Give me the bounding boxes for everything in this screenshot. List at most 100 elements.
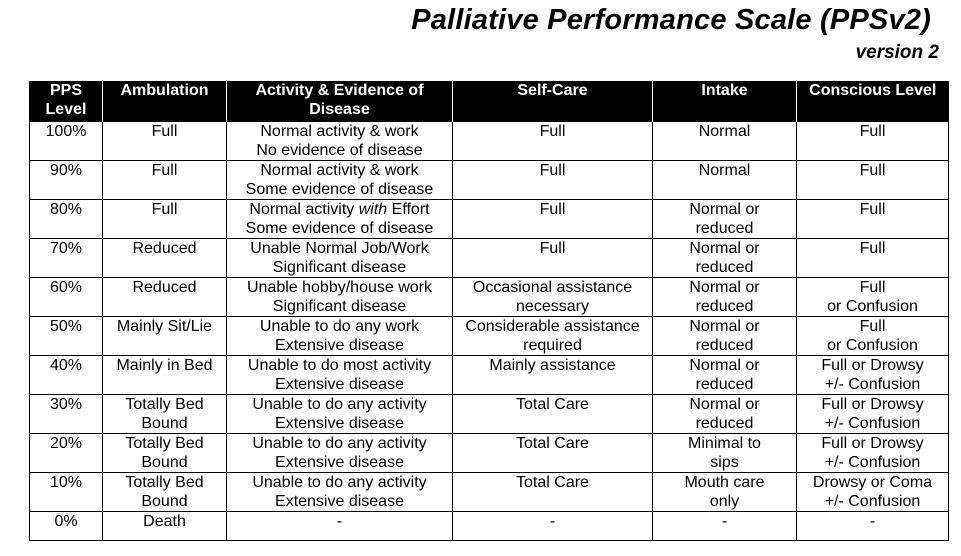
cell-text: Mainly in Bed xyxy=(116,357,213,374)
cell-text: Extensive disease xyxy=(275,454,404,471)
pps-table: PPS Level Ambulation Activity & Evidence… xyxy=(29,81,949,541)
cell-pps-level: 100% xyxy=(29,121,103,161)
cell-text: +/- Confusion xyxy=(824,454,921,471)
cell-text: Minimal to xyxy=(688,435,761,452)
cell-intake: Normal or reduced xyxy=(652,238,797,278)
header-label: Self-Care xyxy=(517,82,588,99)
cell-text: Totally Bed xyxy=(125,435,204,452)
cell-activity: Unable to do most activity Extensive dise… xyxy=(226,355,453,395)
table-row: 10% Totally Bed Bound Unable to do any acti… xyxy=(29,472,949,512)
cell-self-care: Full xyxy=(452,238,653,278)
cell-text: Reduced xyxy=(132,240,197,257)
cell-text: Mainly Sit/Lie xyxy=(116,318,213,335)
cell-intake: Normal or reduced xyxy=(652,199,797,239)
cell-text: Unable Normal Job/Work xyxy=(250,240,429,257)
cell-text: 80% xyxy=(49,201,83,218)
cell-pps-level: 30% xyxy=(29,394,103,434)
cell-ambulation: Totally Bed Bound xyxy=(102,472,227,512)
cell-text: 40% xyxy=(49,357,83,374)
cell-text: Occasional assistance xyxy=(472,279,633,296)
cell-intake: Normal or reduced xyxy=(652,316,797,356)
cell-ambulation: Mainly in Bed xyxy=(102,355,227,395)
cell-text-part: Effort xyxy=(387,201,430,218)
cell-text: or Confusion xyxy=(827,298,918,315)
cell-ambulation: Mainly Sit/Lie xyxy=(102,316,227,356)
cell-self-care: Occasional assistance necessary xyxy=(452,277,653,317)
cell-text: Unable hobby/house work xyxy=(246,279,432,296)
cell-intake: Normal or reduced xyxy=(652,355,797,395)
cell-text: Reduced xyxy=(132,279,197,296)
cell-text: Unable to do any activity xyxy=(252,474,427,491)
cell-text: Extensive disease xyxy=(275,337,404,354)
cell-intake: Mouth care only xyxy=(652,472,797,512)
cell-ambulation: Totally Bed Bound xyxy=(102,433,227,473)
cell-activity: Unable to do any activity Extensive disea… xyxy=(226,433,453,473)
cell-ambulation: Reduced xyxy=(102,238,227,278)
cell-text: Full xyxy=(859,318,886,335)
cell-text: reduced xyxy=(695,259,754,276)
header-label: Conscious Level xyxy=(809,82,937,99)
cell-text: Full xyxy=(539,162,566,179)
cell-text: +/- Confusion xyxy=(824,376,921,393)
cell-conscious-level: Full xyxy=(796,121,949,161)
cell-text: Normal activity & work xyxy=(260,123,419,140)
cell-text: 100% xyxy=(45,123,87,140)
header-label: Activity & Evidence of xyxy=(255,82,424,99)
cell-text: 10% xyxy=(49,474,83,491)
cell-intake: - xyxy=(652,511,797,541)
cell-activity: Unable to do any activity Extensive disea… xyxy=(226,472,453,512)
cell-text: necessary xyxy=(516,298,589,315)
cell-text: Totally Bed xyxy=(125,396,204,413)
cell-text: Total Care xyxy=(516,435,589,452)
table-row: 100% Full Normal activity & work No evidenc… xyxy=(29,121,949,161)
cell-text: reduced xyxy=(695,415,754,432)
cell-text: Unable to do any activity xyxy=(252,435,427,452)
cell-text: Mainly assistance xyxy=(489,357,616,374)
header-label: Level xyxy=(45,101,87,118)
table-row: 60% Reduced Unable hobby/house work Signifi… xyxy=(29,277,949,317)
cell-text: Considerable assistance xyxy=(465,318,640,335)
cell-text: Normal xyxy=(698,162,751,179)
cell-text: Normal activity with Effort xyxy=(230,201,449,220)
cell-conscious-level: Full xyxy=(796,160,949,200)
cell-text: Normal or xyxy=(689,396,760,413)
cell-intake: Normal xyxy=(652,160,797,200)
cell-ambulation: Totally Bed Bound xyxy=(102,394,227,434)
cell-pps-level: 70% xyxy=(29,238,103,278)
cell-pps-level: 50% xyxy=(29,316,103,356)
cell-text: reduced xyxy=(695,376,754,393)
cell-conscious-level: Full or Drowsy +/- Confusion xyxy=(796,433,949,473)
cell-text: Normal xyxy=(698,123,751,140)
cell-conscious-level: Full xyxy=(796,238,949,278)
cell-text: +/- Confusion xyxy=(824,493,921,510)
cell-pps-level: 40% xyxy=(29,355,103,395)
cell-text: Mouth care xyxy=(684,474,765,491)
cell-self-care: Full xyxy=(452,199,653,239)
cell-intake: Minimal to sips xyxy=(652,433,797,473)
cell-text: Some evidence of disease xyxy=(245,220,434,237)
table-row: 0% Death - - - - xyxy=(29,511,949,541)
cell-text: Full xyxy=(859,201,886,218)
cell-self-care: Considerable assistance required xyxy=(452,316,653,356)
cell-activity: Normal activity with Effort Some evidence… xyxy=(226,199,453,239)
table-body: 100% Full Normal activity & work No evidenc… xyxy=(29,121,949,541)
table-row: 90% Full Normal activity & work Some eviden… xyxy=(29,160,949,200)
table-row: 70% Reduced Unable Normal Job/Work Signific… xyxy=(29,238,949,278)
cell-text-emphasis: with xyxy=(358,201,388,218)
cell-text: Drowsy or Coma xyxy=(812,474,933,491)
cell-text: Total Care xyxy=(516,396,589,413)
cell-text: 30% xyxy=(49,396,83,413)
cell-self-care: Full xyxy=(452,160,653,200)
cell-self-care: Total Care xyxy=(452,394,653,434)
cell-conscious-level: Full or Confusion xyxy=(796,316,949,356)
cell-text: Total Care xyxy=(516,474,589,491)
cell-self-care: Total Care xyxy=(452,433,653,473)
cell-ambulation: Full xyxy=(102,199,227,239)
cell-ambulation: Death xyxy=(102,511,227,541)
cell-activity: Unable to do any work Extensive disease xyxy=(226,316,453,356)
cell-conscious-level: Full xyxy=(796,199,949,239)
cell-conscious-level: Full or Confusion xyxy=(796,277,949,317)
cell-activity: Normal activity & work Some evidence of d… xyxy=(226,160,453,200)
header-intake: Intake xyxy=(652,81,797,122)
cell-text: only xyxy=(709,493,740,510)
